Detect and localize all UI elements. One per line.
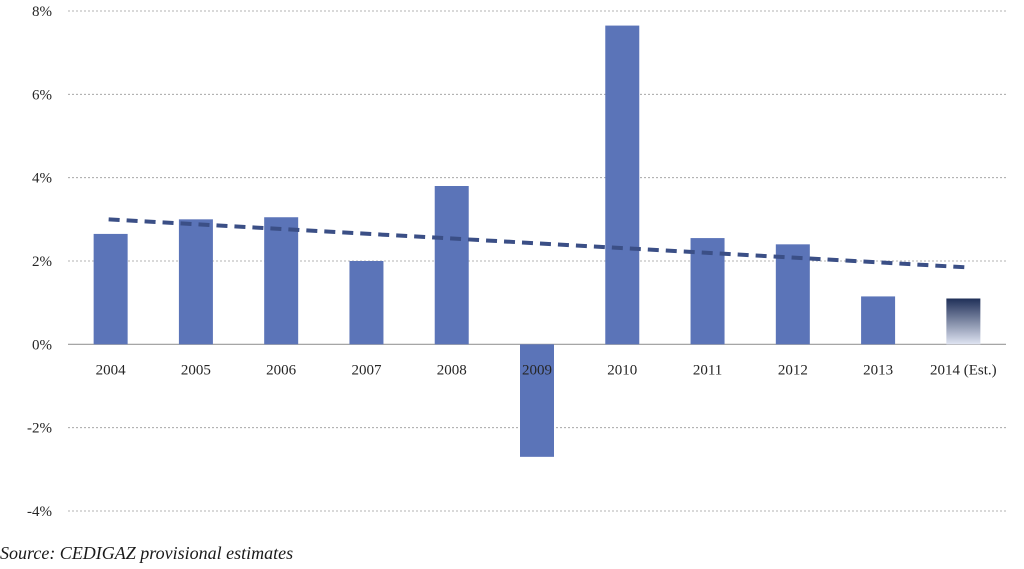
x-tick-label: 2011 [693,362,722,378]
x-tick-label: 2006 [266,362,297,378]
y-axis-ticks: -4% -2% 0% 2% 4% 6% 8% [27,4,52,520]
y-tick-label: 4% [32,171,52,187]
y-tick-label: 0% [32,337,52,353]
y-tick-label: -2% [27,421,52,437]
bars [93,25,981,457]
x-tick-label: 2004 [96,362,127,378]
y-tick-label: 6% [32,87,52,103]
bar-2011 [690,238,725,345]
bar-2007 [349,261,384,345]
bar-2014-est [946,298,981,345]
x-tick-label: 2007 [351,362,382,378]
y-tick-label: -4% [27,504,52,520]
bar-2005 [178,219,213,345]
y-tick-label: 2% [32,254,52,270]
bar-2009 [520,344,554,457]
x-tick-label: 2012 [778,362,808,378]
bar-2010 [605,25,640,345]
x-axis-ticks: 2004 2005 2006 2007 2008 2009 2010 2011 2012 2013… [96,362,997,378]
bar-2006 [264,217,299,345]
bar-2004 [93,233,128,345]
y-tick-label: 8% [32,4,52,20]
x-tick-label: 2014 (Est.) [930,362,997,378]
bar-2013 [861,296,896,345]
trendline [108,217,966,270]
bar-2008 [434,186,469,345]
bar-2012 [775,244,810,345]
x-tick-label: 2013 [863,362,893,378]
x-tick-label: 2010 [607,362,637,378]
source-note: Source: CEDIGAZ provisional estimates [0,543,294,563]
x-tick-label: 2009 [522,362,552,378]
x-tick-label: 2008 [437,362,467,378]
x-tick-label: 2005 [181,362,211,378]
trendline-group [108,217,966,270]
